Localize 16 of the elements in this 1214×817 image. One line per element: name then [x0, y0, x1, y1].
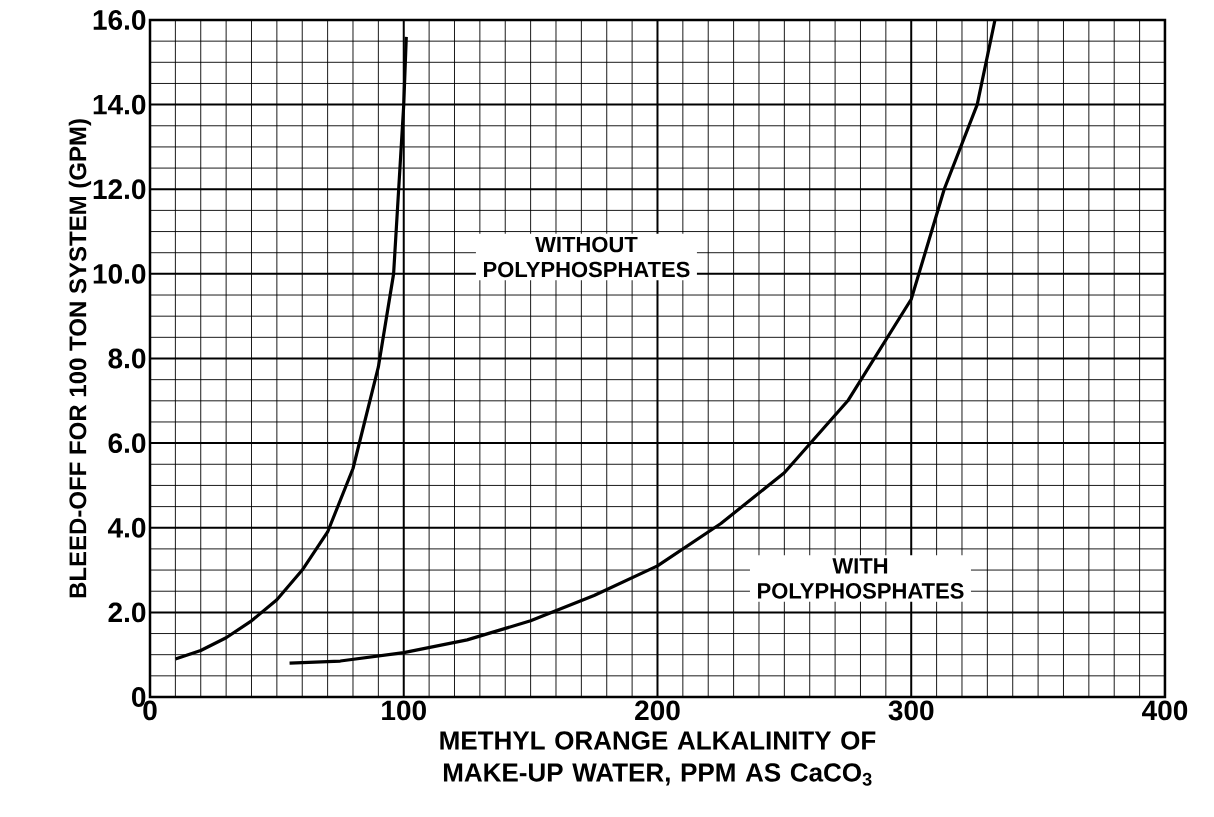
y-tick-label: 2.0 — [108, 602, 146, 623]
x-tick-label: 200 — [635, 700, 680, 721]
y-tick-label: 14.0 — [93, 94, 146, 115]
x-tick-label: 300 — [888, 700, 934, 721]
x-axis-title: METHYL ORANGE ALKALINITY OF MAKE-UP WATER, PPM AS CaCO$_{3}$ — [440, 731, 876, 786]
y-tick-label: 10.0 — [93, 263, 146, 284]
annotation: WITH POLYPHOSPHATES — [758, 558, 964, 599]
y-tick-label: 12.0 — [93, 179, 146, 200]
y-axis-title: BLEED-OFF FOR 100 TON SYSTEM (GPM) — [68, 119, 92, 598]
x-tick-label: 100 — [382, 700, 426, 721]
y-tick-label: 16.0 — [93, 10, 146, 30]
y-tick-label: 6.0 — [108, 433, 146, 454]
annotation: WITHOUT POLYPHOSPHATES — [483, 236, 690, 278]
y-tick-label: 8.0 — [108, 348, 146, 369]
x-tick-label: 400 — [1142, 700, 1188, 721]
y-tick-label: 4.0 — [107, 517, 146, 538]
